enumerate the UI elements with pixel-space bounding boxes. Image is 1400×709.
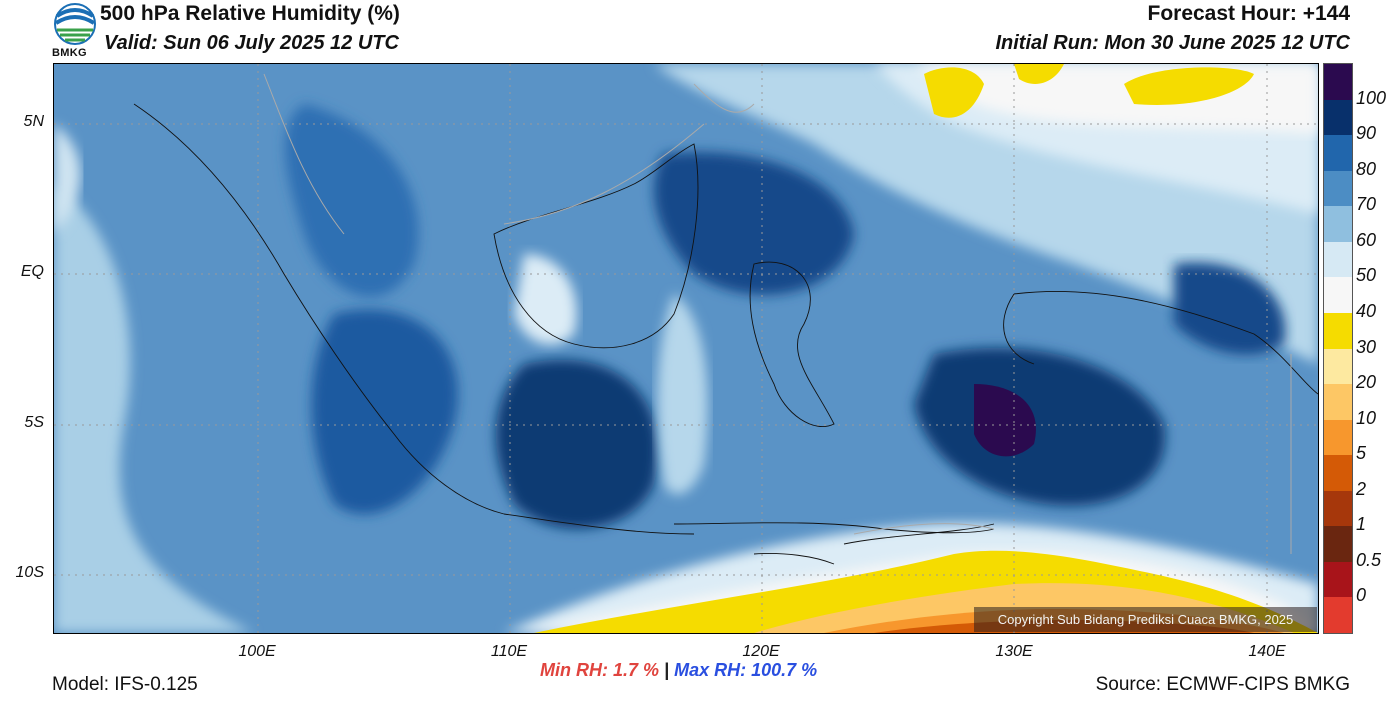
- min-rh-label: Min RH:: [540, 660, 608, 680]
- lat-label-eq: EQ: [20, 263, 44, 280]
- model-label: Model: IFS-0.125: [52, 674, 198, 695]
- colorbar-label: 2: [1356, 478, 1367, 499]
- colorbar-cell: [1324, 597, 1352, 633]
- colorbar-label: 60: [1356, 229, 1377, 250]
- bmkg-logo: [50, 2, 100, 60]
- colorbar-cell: [1324, 312, 1352, 349]
- colorbar-cell: [1324, 526, 1352, 562]
- colorbar-cell: [1324, 135, 1352, 171]
- colorbar-label: 0.5: [1356, 549, 1382, 570]
- colorbar-cell: [1324, 241, 1352, 278]
- lon-label-130e: 130E: [995, 643, 1033, 660]
- colorbar-cell: [1324, 348, 1352, 385]
- colorbar-label: 100: [1356, 87, 1387, 108]
- min-rh-value: 1.7 %: [613, 660, 660, 680]
- colorbar-cell: [1324, 206, 1352, 242]
- colorbar-cell: [1324, 64, 1352, 100]
- lon-label-140e: 140E: [1248, 643, 1286, 660]
- colorbar-cell: [1324, 384, 1352, 420]
- valid-time: Valid: Sun 06 July 2025 12 UTC: [104, 32, 399, 54]
- stats-separator: |: [664, 660, 670, 680]
- max-rh-label: Max RH: 100.7 %: [674, 660, 818, 680]
- humidity-map: [53, 63, 1319, 634]
- lon-label-120e: 120E: [742, 643, 780, 660]
- colorbar-label: 1: [1356, 514, 1367, 535]
- lon-label-100e: 100E: [238, 643, 276, 660]
- colorbar-cell: [1324, 277, 1352, 313]
- colorbar-label: 90: [1356, 123, 1377, 144]
- copyright-notice: Copyright Sub Bidang Prediksi Cuaca BMKG…: [974, 607, 1317, 632]
- forecast-hour: Forecast Hour: +144: [1147, 2, 1351, 25]
- colorbar-label: 70: [1356, 194, 1377, 215]
- source-label: Source: ECMWF-CIPS BMKG: [1095, 674, 1350, 695]
- lon-label-110e: 110E: [490, 643, 528, 660]
- rh-stats: Min RH: 1.7 % | Max RH: 100.7 %: [540, 660, 817, 681]
- colorbar-label: 5: [1356, 443, 1367, 464]
- colorbar-cell: [1324, 170, 1352, 207]
- colorbar-label: 0: [1356, 585, 1367, 606]
- colorbar-cell: [1324, 419, 1352, 456]
- colorbar-cell: [1324, 490, 1352, 527]
- colorbar: [1323, 63, 1353, 634]
- colorbar-cell: [1324, 561, 1352, 598]
- lat-label-5n: 5N: [23, 113, 44, 130]
- colorbar-label: 20: [1356, 372, 1377, 393]
- logo-text: BMKG: [52, 47, 87, 59]
- colorbar-label: 10: [1356, 407, 1377, 428]
- initial-run: Initial Run: Mon 30 June 2025 12 UTC: [995, 32, 1350, 54]
- colorbar-label: 80: [1356, 158, 1377, 179]
- colorbar-cell: [1324, 455, 1352, 491]
- lat-label-5s: 5S: [24, 414, 44, 431]
- map-title: 500 hPa Relative Humidity (%): [100, 2, 400, 25]
- colorbar-label: 30: [1356, 336, 1377, 357]
- colorbar-label: 50: [1356, 265, 1377, 286]
- colorbar-label: 40: [1356, 300, 1377, 321]
- colorbar-cell: [1324, 99, 1352, 136]
- lat-label-10s: 10S: [15, 564, 44, 581]
